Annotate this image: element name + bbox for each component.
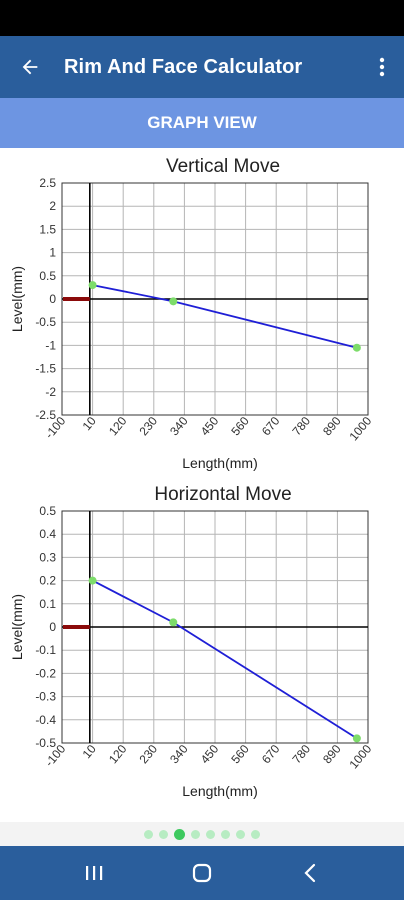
x-tick-label: 10 bbox=[80, 742, 100, 761]
x-tick-label: 890 bbox=[320, 742, 344, 767]
x-tick-label: 560 bbox=[228, 414, 252, 439]
page-dot[interactable] bbox=[206, 829, 215, 839]
chart-title: Horizontal Move bbox=[154, 484, 291, 505]
page-dot[interactable] bbox=[221, 829, 230, 839]
y-axis-label: Level(mm) bbox=[9, 594, 25, 660]
chart-title: Vertical Move bbox=[166, 156, 280, 177]
horizontal-move-chart: Horizontal Move 0.5 0.4 0.3 0.2 0.1 0 -0.1 -0.2 -… bbox=[9, 484, 375, 799]
page-indicator bbox=[0, 822, 404, 846]
x-tick-label: 340 bbox=[167, 742, 191, 767]
recents-icon bbox=[86, 866, 103, 880]
graph-view-header: GRAPH VIEW bbox=[0, 98, 404, 148]
x-tick-label: 340 bbox=[167, 414, 191, 439]
x-tick-label: 10 bbox=[80, 414, 100, 433]
back-nav-button[interactable] bbox=[280, 846, 340, 900]
x-tick-label: 780 bbox=[289, 742, 313, 767]
x-tick-label: 230 bbox=[136, 414, 160, 439]
vertical-move-chart: Vertical Move 2.5 2 1.5 1 0.5 0 -0.5 -1 -1.5 -2 -2.… bbox=[9, 156, 375, 471]
page-dot[interactable] bbox=[251, 829, 260, 839]
x-tick-label: 890 bbox=[320, 414, 344, 439]
x-tick-label: 120 bbox=[106, 414, 130, 439]
y-tick-label: -0.2 bbox=[35, 666, 56, 680]
data-point bbox=[169, 297, 178, 306]
overflow-menu-button[interactable] bbox=[360, 36, 404, 98]
back-button[interactable] bbox=[0, 36, 60, 98]
page-dot[interactable] bbox=[236, 829, 245, 839]
page-dot-active[interactable] bbox=[174, 828, 185, 840]
y-tick-label: 2 bbox=[49, 199, 56, 213]
y-tick-label: -1.5 bbox=[35, 362, 56, 376]
x-axis-label: Length(mm) bbox=[182, 455, 257, 471]
x-tick-label: 450 bbox=[198, 742, 222, 767]
y-tick-label: 1.5 bbox=[39, 222, 56, 236]
app-bar: Rim And Face Calculator bbox=[0, 36, 404, 98]
y-axis-label: Level(mm) bbox=[9, 266, 25, 332]
x-tick-label: 1000 bbox=[346, 414, 374, 444]
page-dot[interactable] bbox=[159, 829, 168, 839]
y-tick-label: -0.5 bbox=[35, 315, 56, 329]
y-tick-label: 0.4 bbox=[39, 527, 56, 541]
y-tick-label: -1 bbox=[45, 338, 56, 352]
x-tick-label: 1000 bbox=[346, 742, 374, 772]
y-tick-label: 0.2 bbox=[39, 574, 56, 588]
data-point bbox=[352, 734, 361, 743]
system-nav-bar bbox=[0, 846, 404, 900]
y-tick-label: 0 bbox=[49, 292, 56, 306]
x-tick-label: 560 bbox=[228, 742, 252, 767]
data-point bbox=[352, 343, 361, 352]
y-tick-label: -2 bbox=[45, 385, 56, 399]
y-tick-label: 1 bbox=[49, 246, 56, 260]
y-tick-label: -0.3 bbox=[35, 690, 56, 704]
page-dot[interactable] bbox=[191, 829, 200, 839]
y-tick-label: 0.5 bbox=[39, 504, 56, 518]
data-point bbox=[88, 576, 97, 585]
x-tick-label: 670 bbox=[259, 414, 283, 439]
y-tick-label: 0 bbox=[49, 620, 56, 634]
x-tick-label: 780 bbox=[289, 414, 313, 439]
x-tick-label: 450 bbox=[198, 414, 222, 439]
x-tick-label: 230 bbox=[136, 742, 160, 767]
arrow-back-icon bbox=[22, 59, 38, 75]
x-tick-label: 670 bbox=[259, 742, 283, 767]
y-tick-label: -0.1 bbox=[35, 643, 56, 657]
y-tick-label: 0.1 bbox=[39, 597, 56, 611]
y-tick-label: -2.5 bbox=[35, 408, 56, 422]
back-chevron-icon bbox=[304, 863, 316, 883]
y-tick-label: -0.4 bbox=[35, 713, 56, 727]
y-tick-label: 0.5 bbox=[39, 269, 56, 283]
vertical-move-chart-container: Vertical Move 2.5 2 1.5 1 0.5 0 -0.5 -1 -1.5 -2 -2.… bbox=[0, 150, 404, 476]
graph-view-label: GRAPH VIEW bbox=[147, 113, 257, 132]
x-tick-label: 120 bbox=[106, 742, 130, 767]
app-title: Rim And Face Calculator bbox=[64, 55, 303, 78]
home-button[interactable] bbox=[172, 846, 232, 900]
data-point bbox=[169, 618, 178, 627]
page-dot[interactable] bbox=[144, 829, 153, 839]
y-tick-label: 0.3 bbox=[39, 550, 56, 564]
more-vert-icon bbox=[379, 57, 385, 77]
x-axis-label: Length(mm) bbox=[182, 783, 257, 799]
data-point bbox=[88, 281, 97, 290]
recents-button[interactable] bbox=[64, 846, 124, 900]
horizontal-move-chart-container: Horizontal Move 0.5 0.4 0.3 0.2 0.1 0 -0.1 -0.2 -… bbox=[0, 478, 404, 808]
status-bar bbox=[0, 0, 404, 36]
y-tick-label: 2.5 bbox=[39, 176, 56, 190]
home-icon bbox=[192, 863, 212, 883]
y-tick-label: -0.5 bbox=[35, 736, 56, 750]
